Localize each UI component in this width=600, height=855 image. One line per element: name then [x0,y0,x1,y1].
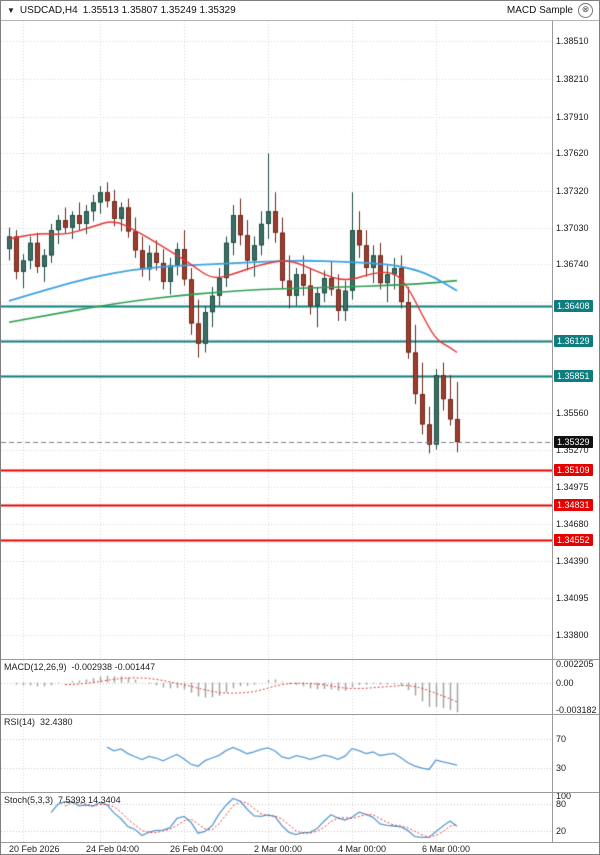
rsi-indicator-name: RSI(14) [4,717,36,727]
main-price-panel: 1.38510 1.38210 1.37910 1.37620 1.37320 1.370… [1,21,599,659]
rsi-axis-label: 70 [556,733,567,744]
symbol-timeframe-label: USDCAD,H4 [19,5,78,16]
stochastic-indicator-values: 7.5393 14.3404 [58,795,121,805]
rsi-indicator-value: 32.4380 [40,717,73,727]
macd-axis-label: -0.003182 [556,705,597,714]
rsi-axis: 70 30 [552,715,599,792]
macd-indicator-name: MACD(12,26,9) [4,662,67,672]
symbol-dropdown-icon[interactable]: ▼ [7,6,15,15]
price-axis-label: 1.37030 [556,222,589,233]
price-axis-label: 1.35270 [556,444,589,455]
time-axis-label: 2 Mar 00:00 [254,844,303,854]
price-axis-label: 1.34390 [556,555,589,566]
stochastic-axis: 100 80 20 [552,793,599,842]
price-axis-label: 1.37620 [556,148,589,159]
stochastic-axis-label: 20 [556,826,567,836]
price-axis-label: 1.34680 [556,519,589,530]
time-axis-label: 24 Feb 04:00 [86,844,140,854]
rsi-canvas[interactable] [1,715,552,792]
candlestick-chart-canvas[interactable] [1,21,552,659]
expert-advisor-name: MACD Sample [506,5,573,16]
rsi-panel: RSI(14) 32.4380 70 30 [1,714,599,792]
price-axis-label: 1.34095 [556,592,589,603]
rsi-axis-label: 30 [556,763,567,774]
resistance-level-label: 1.36129 [554,335,593,348]
price-axis: 1.38510 1.38210 1.37910 1.37620 1.37320 1.370… [552,21,599,659]
macd-header: MACD(12,26,9) -0.002938 -0.001447 [4,662,155,672]
stochastic-axis-label: 80 [556,799,567,809]
ohlc-values: 1.35513 1.35807 1.35249 1.35329 [82,5,236,16]
resistance-level-label: 1.35851 [554,370,593,383]
price-axis-label: 1.36740 [556,259,589,270]
support-level-label: 1.35109 [554,463,593,476]
price-axis-label: 1.35560 [556,408,589,419]
chart-title-bar: ▼ USDCAD,H4 1.35513 1.35807 1.35249 1.35… [1,1,599,21]
macd-axis: 0.002205 0.00 -0.003182 [552,660,599,714]
expert-close-icon[interactable]: ⊗ [578,3,593,18]
stochastic-canvas[interactable] [1,793,552,842]
current-price-label: 1.35329 [554,436,593,449]
resistance-level-label: 1.36408 [554,300,593,313]
macd-panel: MACD(12,26,9) -0.002938 -0.001447 0.00220… [1,659,599,714]
price-axis-label: 1.33800 [556,630,589,640]
stochastic-panel: Stoch(5,3,3) 7.5393 14.3404 100 80 20 [1,792,599,842]
stochastic-indicator-name: Stoch(5,3,3) [4,795,54,805]
price-axis-label: 1.37910 [556,111,589,122]
time-axis-label: 4 Mar 00:00 [338,844,387,854]
price-axis-label: 1.37320 [556,186,589,197]
time-axis-label: 6 Mar 00:00 [422,844,471,854]
time-axis[interactable]: 20 Feb 2026 24 Feb 04:00 26 Feb 04:00 2 Mar… [1,842,599,854]
macd-canvas[interactable] [1,660,552,714]
stochastic-axis-label: 100 [556,793,572,801]
price-axis-label: 1.38210 [556,73,589,84]
macd-axis-label: 0.002205 [556,660,594,669]
price-axis-label: 1.34975 [556,481,589,492]
time-axis-label: 26 Feb 04:00 [170,844,224,854]
price-axis-label: 1.38510 [556,36,589,46]
time-axis-label: 20 Feb 2026 [9,844,60,854]
stochastic-header: Stoch(5,3,3) 7.5393 14.3404 [4,795,121,805]
macd-indicator-values: -0.002938 -0.001447 [71,662,156,672]
rsi-header: RSI(14) 32.4380 [4,717,73,727]
macd-axis-label: 0.00 [556,677,574,688]
support-level-label: 1.34552 [554,534,593,547]
support-level-label: 1.34831 [554,498,593,511]
